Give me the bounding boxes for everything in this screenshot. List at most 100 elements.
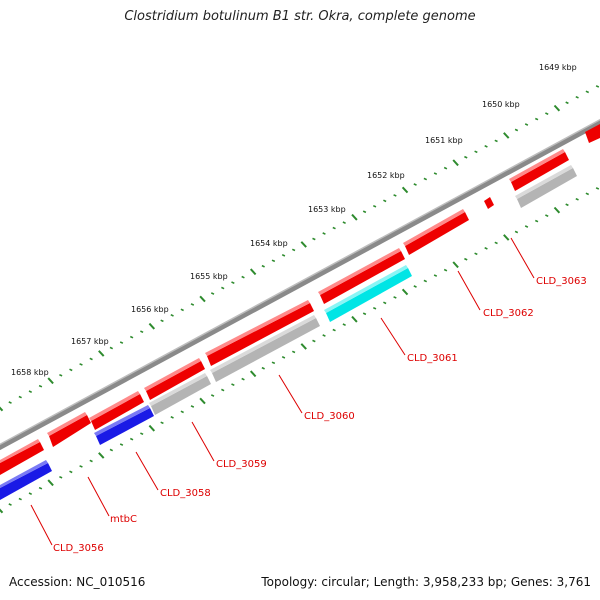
accession-text: Accession: NC_010516	[9, 575, 146, 589]
minor-tick	[545, 214, 549, 218]
minor-tick	[575, 95, 579, 99]
minor-tick	[180, 410, 184, 414]
minor-tick	[514, 230, 519, 234]
minor-tick	[109, 346, 114, 350]
minor-tick	[291, 350, 296, 354]
scale-label: 1649 kbp	[539, 63, 577, 72]
minor-tick	[595, 187, 600, 190]
minor-tick	[89, 459, 93, 463]
gene-reverse-blue-1	[0, 460, 52, 500]
minor-tick	[129, 335, 134, 339]
major-tick	[47, 479, 54, 487]
minor-tick	[89, 357, 93, 361]
minor-tick	[38, 384, 43, 388]
minor-tick	[79, 465, 83, 468]
minor-tick	[28, 492, 33, 496]
gene-reverse-gray-3	[515, 165, 577, 208]
minor-tick	[383, 301, 387, 305]
scale-labels: 1649 kbp 1650 kbp 1651 kbp 1652 kbp 1653…	[11, 63, 577, 377]
minor-tick	[160, 421, 164, 425]
minor-tick	[565, 101, 569, 105]
minor-tick	[180, 308, 184, 312]
major-tick	[249, 268, 257, 276]
minor-tick	[221, 286, 225, 290]
gene-forward-2	[47, 412, 91, 447]
gene-reverse-cyan	[324, 265, 412, 322]
gene-forward-8	[484, 197, 494, 209]
minor-tick	[494, 241, 498, 245]
minor-tick	[585, 90, 590, 94]
major-tick	[300, 343, 307, 350]
major-tick	[300, 241, 307, 248]
major-tick	[452, 159, 459, 167]
minor-tick	[170, 415, 174, 419]
major-tick	[0, 508, 4, 514]
minor-tick	[129, 437, 134, 441]
minor-tick	[332, 328, 336, 332]
scale-label: 1654 kbp	[250, 239, 288, 248]
minor-tick	[545, 112, 549, 116]
minor-tick	[261, 264, 265, 268]
minor-tick	[433, 274, 438, 277]
minor-tick	[433, 172, 438, 175]
minor-tick	[281, 355, 286, 359]
scale-label: 1655 kbp	[190, 272, 228, 281]
gene-label: CLD_3063	[536, 276, 587, 287]
minor-tick	[140, 432, 144, 436]
scale-label: 1652 kbp	[367, 171, 405, 180]
major-tick	[199, 397, 206, 405]
genome-summary-text: Topology: circular; Length: 3,958,233 bp…	[261, 575, 591, 589]
minor-tick	[312, 339, 316, 343]
minor-tick	[281, 253, 286, 257]
outer-tick-row	[0, 85, 600, 412]
reverse-strand-genes	[0, 165, 577, 500]
minor-tick	[28, 390, 33, 394]
minor-tick	[38, 486, 43, 490]
gene-reverse-blue-2	[94, 405, 154, 445]
minor-tick	[362, 312, 367, 316]
minor-tick	[423, 279, 428, 283]
minor-tick	[322, 232, 326, 235]
gene-forward-7	[403, 209, 469, 255]
forward-strand-genes	[0, 124, 600, 475]
minor-tick	[393, 296, 397, 299]
scale-label: 1657 kbp	[71, 337, 109, 346]
minor-tick	[241, 275, 245, 279]
minor-tick	[372, 204, 377, 208]
minor-tick	[484, 144, 488, 148]
minor-tick	[474, 252, 478, 256]
minor-tick	[362, 210, 367, 214]
scale-label: 1650 kbp	[482, 100, 520, 109]
major-tick	[553, 104, 561, 112]
gene-forward-4	[144, 358, 205, 400]
minor-tick	[231, 383, 235, 387]
gene-label: CLD_3058	[160, 488, 211, 499]
major-tick	[199, 295, 206, 303]
major-tick	[401, 186, 409, 194]
minor-tick	[109, 448, 114, 452]
gene-forward-10	[585, 124, 600, 143]
minor-tick	[534, 219, 539, 223]
minor-tick	[524, 123, 529, 126]
minor-tick	[443, 268, 448, 272]
minor-tick	[190, 303, 195, 306]
minor-tick	[595, 85, 600, 88]
minor-tick	[534, 117, 539, 121]
gene-labels: CLD_3063 CLD_3062 CLD_3061 CLD_3060 CLD_…	[53, 276, 587, 554]
minor-tick	[494, 139, 498, 143]
minor-tick	[231, 281, 235, 285]
minor-tick	[59, 475, 63, 479]
minor-tick	[271, 361, 276, 365]
minor-tick	[210, 394, 215, 397]
minor-tick	[413, 285, 417, 288]
gene-label: CLD_3061	[407, 353, 458, 364]
gene-label: CLD_3056	[53, 543, 104, 554]
major-tick	[351, 315, 358, 323]
minor-tick	[8, 503, 12, 506]
gene-forward-5	[205, 300, 314, 366]
major-tick	[503, 234, 510, 241]
minor-tick	[160, 319, 164, 323]
minor-tick	[342, 221, 346, 225]
minor-tick	[423, 177, 428, 181]
